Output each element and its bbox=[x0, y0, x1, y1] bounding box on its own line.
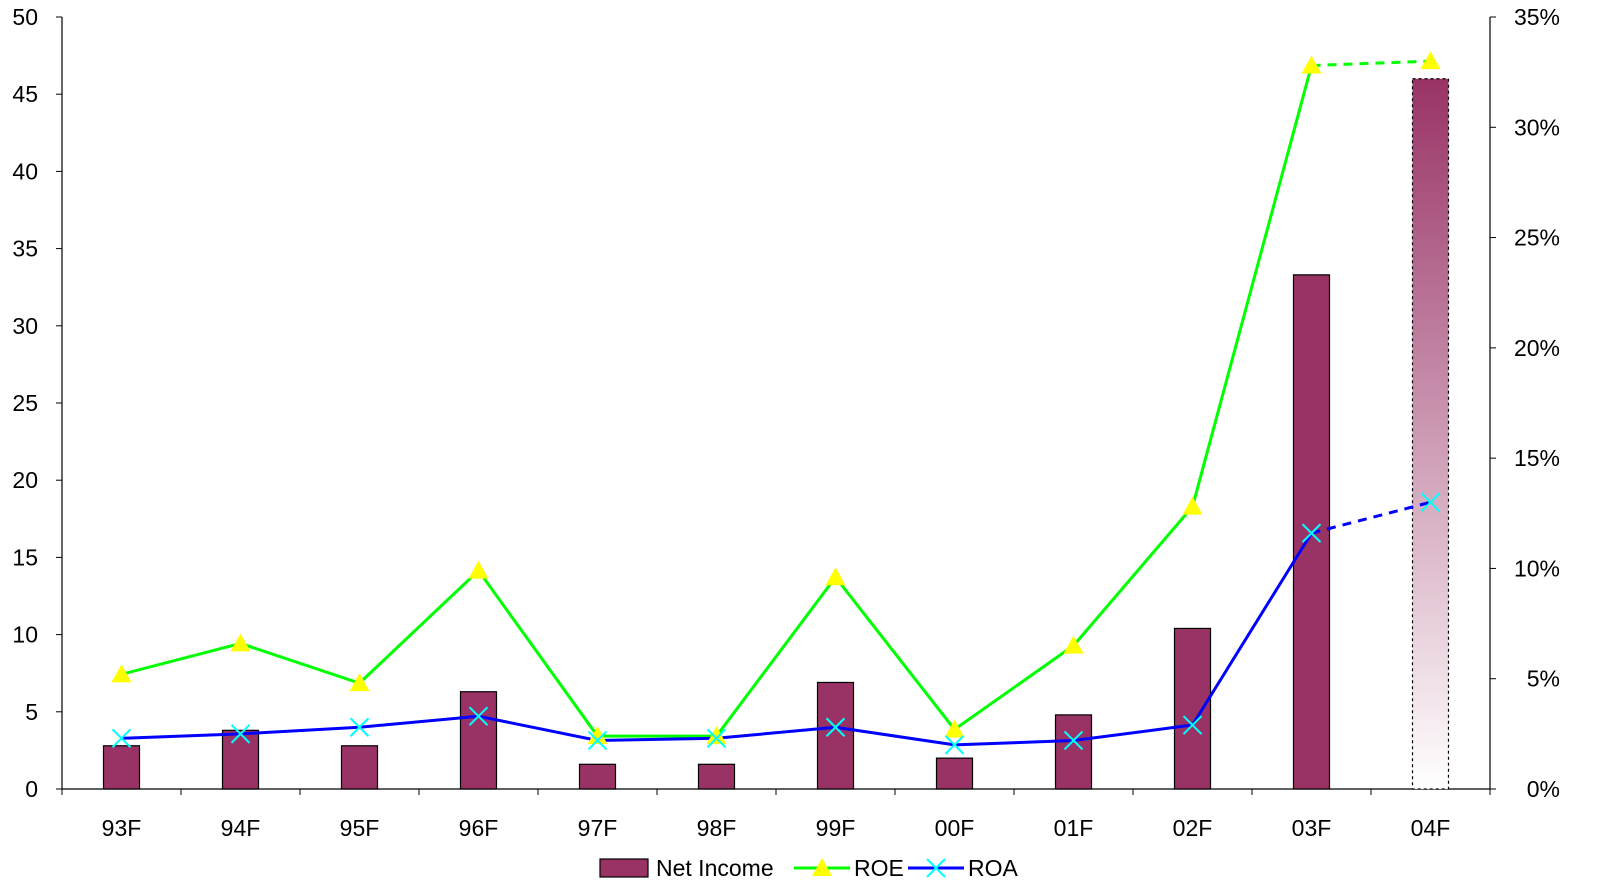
y-right-tick-label: 20% bbox=[1514, 335, 1560, 361]
legend: Net Income ROE ROA bbox=[599, 855, 1019, 881]
y-left-tick-label: 45 bbox=[12, 81, 38, 107]
axes: 0 5 10 15 20 25 30 35 40 45 50 0% 5% 10% 15% 20% 25% 30% 3… bbox=[12, 4, 1560, 841]
y-left-tick-label: 25 bbox=[12, 390, 38, 416]
roe-line bbox=[121, 65, 1313, 738]
net-income-bar bbox=[221, 729, 260, 790]
roe-marker bbox=[587, 726, 608, 745]
roe-forecast-line bbox=[1311, 59, 1431, 68]
roe-marker bbox=[944, 719, 965, 738]
net-income-bar bbox=[697, 763, 736, 790]
roa-marker bbox=[926, 858, 946, 878]
y-left-tick-label: 40 bbox=[12, 158, 38, 184]
legend-swatch-roa bbox=[908, 858, 964, 878]
roa-marker bbox=[230, 724, 251, 744]
x-tick-label: 96F bbox=[459, 815, 499, 841]
roa-marker bbox=[825, 717, 846, 737]
series-lines bbox=[111, 51, 1441, 755]
net-income-bar bbox=[1173, 627, 1212, 790]
y-right-tick-label: 5% bbox=[1527, 666, 1560, 692]
legend-swatch-net-income bbox=[599, 858, 649, 878]
y-left-tick-label: 5 bbox=[25, 699, 38, 725]
roe-marker bbox=[706, 726, 727, 745]
x-tick-label: 94F bbox=[221, 815, 261, 841]
roe-marker bbox=[825, 567, 846, 586]
roa-marker bbox=[1182, 715, 1203, 735]
net-income-bar bbox=[459, 691, 498, 790]
y-left-tick-label: 15 bbox=[12, 544, 38, 570]
x-tick-label: 04F bbox=[1411, 815, 1451, 841]
net-income-bar bbox=[578, 763, 617, 790]
x-tick-label: 98F bbox=[697, 815, 737, 841]
net-income-bar bbox=[102, 745, 141, 790]
y-right-tick-label: 10% bbox=[1514, 555, 1560, 581]
y-left-tick-label: 10 bbox=[12, 622, 38, 648]
x-tick-label: 95F bbox=[340, 815, 380, 841]
roa-forecast-line bbox=[1311, 500, 1431, 535]
roe-marker bbox=[812, 858, 832, 876]
y-right-tick-label: 15% bbox=[1514, 445, 1560, 471]
net-income-bar-forecast bbox=[1411, 78, 1450, 790]
roe-marker bbox=[468, 560, 489, 579]
legend-label-net-income: Net Income bbox=[656, 855, 774, 881]
roa-marker bbox=[1301, 523, 1322, 543]
x-tick-label: 99F bbox=[816, 815, 856, 841]
x-tick-label: 93F bbox=[102, 815, 142, 841]
x-tick-label: 03F bbox=[1292, 815, 1332, 841]
roe-marker bbox=[111, 664, 132, 683]
legend-swatch-roe bbox=[794, 858, 850, 876]
net-income-bar bbox=[935, 757, 974, 790]
y-left-tick-label: 30 bbox=[12, 313, 38, 339]
x-tick-label: 97F bbox=[578, 815, 618, 841]
roe-marker bbox=[349, 673, 370, 692]
x-tick-label: 00F bbox=[935, 815, 975, 841]
roe-marker bbox=[230, 633, 251, 652]
y-right-tick-label: 35% bbox=[1514, 4, 1560, 30]
y-right-tick-label: 25% bbox=[1514, 225, 1560, 251]
roa-marker bbox=[111, 728, 132, 748]
roa-marker bbox=[1063, 730, 1084, 751]
legend-label-roa: ROA bbox=[968, 855, 1019, 881]
roa-line bbox=[121, 532, 1313, 747]
net-income-bar bbox=[340, 745, 379, 790]
legend-label-roe: ROE bbox=[854, 855, 904, 881]
roa-marker bbox=[468, 706, 489, 726]
roe-marker bbox=[1182, 496, 1203, 515]
roa-marker bbox=[349, 717, 370, 737]
y-left-tick-label: 50 bbox=[12, 4, 38, 30]
net-income-bars bbox=[102, 78, 1450, 790]
y-right-tick-label: 0% bbox=[1527, 776, 1560, 802]
x-tick-label: 02F bbox=[1173, 815, 1213, 841]
x-tick-label: 01F bbox=[1054, 815, 1094, 841]
roa-marker bbox=[944, 735, 965, 755]
roa-marker bbox=[706, 728, 727, 748]
roa-marker bbox=[587, 730, 608, 751]
roa-marker bbox=[1420, 492, 1441, 512]
y-left-tick-label: 35 bbox=[12, 236, 38, 262]
roe-marker bbox=[1063, 635, 1084, 654]
roe-marker bbox=[1420, 51, 1441, 70]
roe-marker bbox=[1301, 55, 1322, 74]
net-income-bar bbox=[816, 681, 855, 790]
net-income-bar bbox=[1054, 714, 1093, 790]
y-left-tick-label: 20 bbox=[12, 467, 38, 493]
y-left-tick-label: 0 bbox=[25, 776, 38, 802]
y-right-tick-label: 30% bbox=[1514, 114, 1560, 140]
